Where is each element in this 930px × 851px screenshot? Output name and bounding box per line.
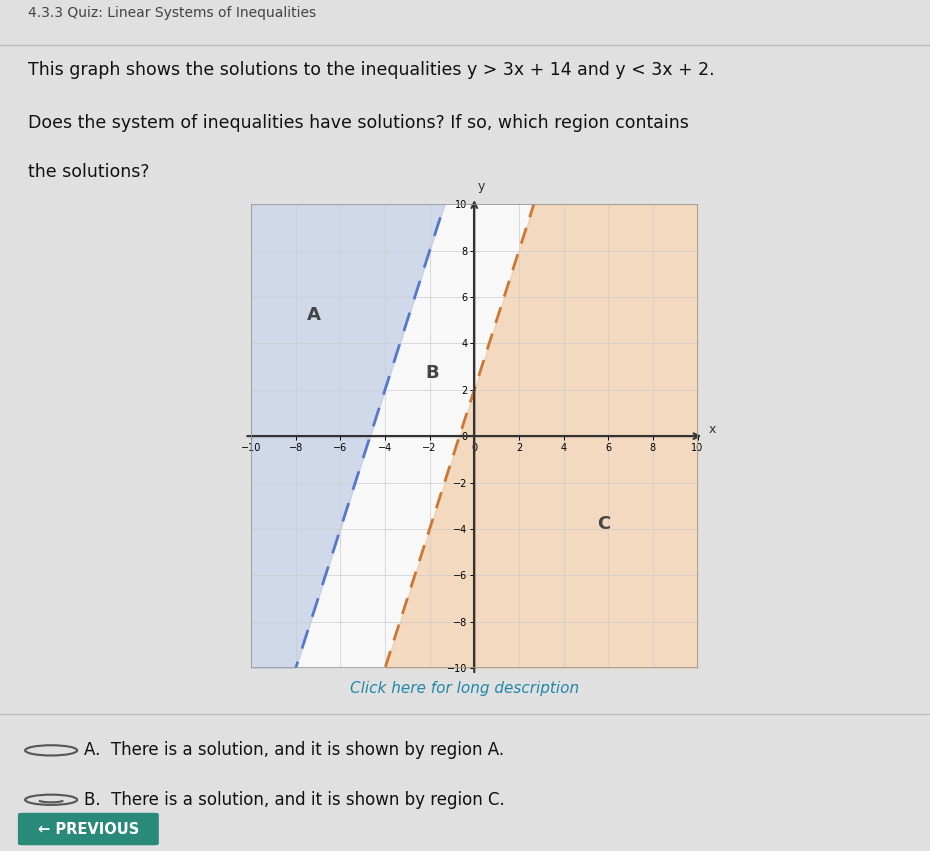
Text: C: C [597, 515, 610, 533]
Text: x: x [709, 423, 716, 436]
Text: This graph shows the solutions to the inequalities y > 3x + 14 and y < 3x + 2.: This graph shows the solutions to the in… [28, 61, 714, 79]
Text: Click here for long description: Click here for long description [351, 681, 579, 696]
FancyBboxPatch shape [19, 814, 158, 844]
Text: 4.3.3 Quiz: Linear Systems of Inequalities: 4.3.3 Quiz: Linear Systems of Inequaliti… [28, 6, 316, 20]
Text: A: A [307, 306, 321, 324]
Text: y: y [477, 180, 485, 192]
Text: B: B [425, 364, 439, 382]
Text: Does the system of inequalities have solutions? If so, which region contains: Does the system of inequalities have sol… [28, 114, 689, 133]
Text: B.  There is a solution, and it is shown by region C.: B. There is a solution, and it is shown … [84, 791, 504, 808]
Text: the solutions?: the solutions? [28, 163, 150, 181]
Text: ← PREVIOUS: ← PREVIOUS [38, 821, 139, 837]
Text: A.  There is a solution, and it is shown by region A.: A. There is a solution, and it is shown … [84, 741, 504, 759]
